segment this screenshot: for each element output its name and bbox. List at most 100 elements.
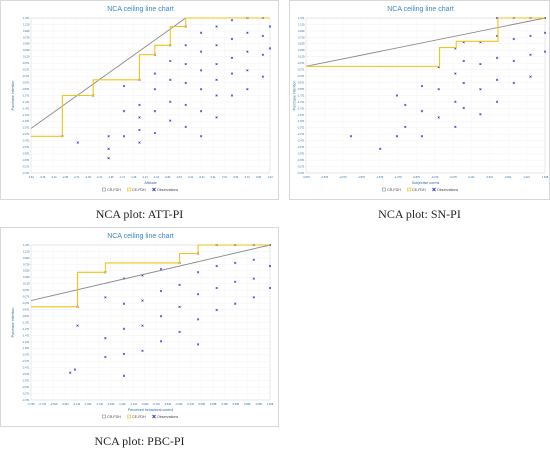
y-tick-label: -2.471 <box>22 366 30 370</box>
observation-point <box>122 302 126 305</box>
x-tick-label: -1.46 <box>130 175 136 179</box>
observation-point <box>184 81 187 85</box>
chart-panel-pbc-pi: NCA ceiling line chart 1.471 1.129 0.929 0.7… <box>0 227 279 427</box>
y-tick-label: 1.471 <box>298 16 305 20</box>
observation-point <box>104 337 107 340</box>
x-tick-label: -0.942 <box>141 402 149 406</box>
x-tick-label: 1.058 <box>255 402 262 406</box>
y-tick-label: -0.471 <box>22 74 30 78</box>
observation-point <box>122 84 126 88</box>
observation-point <box>512 37 515 41</box>
y-tick-label: 0.329 <box>23 48 30 52</box>
observation-point <box>246 50 249 53</box>
x-tick-label: 0.31 <box>222 175 228 179</box>
observation-point <box>495 56 499 60</box>
y-tick-label: -1.871 <box>22 119 30 123</box>
y-tick-label: -2.871 <box>297 152 305 156</box>
y-tick-label: -2.071 <box>297 126 305 130</box>
y-tick-label: -3.471 <box>297 171 305 175</box>
y-tick-label: -2.071 <box>22 126 30 130</box>
x-tick-label: 0.058 <box>198 402 205 406</box>
y-tick-label: -1.271 <box>297 100 305 104</box>
observation-point <box>246 69 249 72</box>
legend-observations-marker <box>152 187 156 192</box>
observation-point <box>261 34 264 38</box>
cr-fdh-line <box>30 17 186 129</box>
x-tick-label: -0.479 <box>431 175 439 179</box>
x-tick-label: -2.546 <box>50 402 58 406</box>
y-tick-label: -2.471 <box>297 139 305 143</box>
observation-point <box>420 84 424 88</box>
observation-point <box>138 116 141 119</box>
observation-point <box>153 131 157 135</box>
x-tick-label: -1.342 <box>118 402 126 406</box>
observation-point <box>196 293 200 296</box>
legend-ce-fdh-label: CE-FDH <box>132 415 146 419</box>
y-tick-label: -1.671 <box>22 340 30 344</box>
y-tick-label: -0.471 <box>22 301 30 305</box>
y-tick-label: -1.871 <box>297 119 305 123</box>
x-tick-label: 1.04 <box>267 175 273 179</box>
observation-point <box>252 277 255 280</box>
y-tick-label: -0.071 <box>297 61 305 65</box>
x-tick-label: -1.879 <box>357 175 365 179</box>
observation-point <box>454 72 457 75</box>
observation-point <box>261 53 264 56</box>
y-tick-label: -0.271 <box>297 68 305 72</box>
y-tick-label: -2.471 <box>22 139 30 143</box>
observation-point <box>252 258 255 261</box>
observation-point <box>529 34 532 38</box>
x-tick-label: -1.542 <box>107 402 115 406</box>
chart-caption-sn-pi: NCA plot: SN-PI <box>378 207 461 221</box>
x-tick-label: 0.658 <box>233 402 240 406</box>
observation-point <box>169 100 172 103</box>
y-tick-label: 0.929 <box>23 256 30 260</box>
y-tick-label: 0.529 <box>23 42 30 46</box>
y-tick-label: 0.529 <box>23 269 30 273</box>
y-tick-label: -2.271 <box>22 132 30 136</box>
ce-fdh-line <box>31 17 270 137</box>
observation-point <box>395 135 399 138</box>
observation-point <box>404 103 407 107</box>
observation-point <box>178 330 181 334</box>
x-tick-label: -3.46 <box>39 175 45 179</box>
observation-point <box>230 72 234 75</box>
x-tick-label: -1.142 <box>130 402 138 406</box>
x-tick-label: 0.458 <box>221 402 228 406</box>
legend-cr-fdh-swatch <box>102 414 106 419</box>
observation-point <box>234 280 237 283</box>
observation-point <box>246 31 249 34</box>
x-tick-label: -0.21 <box>199 175 205 179</box>
y-axis-label: Purchase intention <box>293 81 297 111</box>
observation-point <box>138 141 141 144</box>
y-tick-label: -0.871 <box>22 87 30 91</box>
observation-point <box>230 37 234 41</box>
x-tick-label: -0.879 <box>413 175 421 179</box>
observation-point <box>122 110 126 113</box>
chart-panel-sn-pi: NCA ceiling line chart 1.471 1.129 0.929 0.7… <box>289 0 550 200</box>
x-tick-label: 0.858 <box>244 402 251 406</box>
observation-point <box>122 135 126 138</box>
chart-caption-pbc-pi: NCA plot: PBC-PI <box>94 434 185 448</box>
legend-observations-label: Observations <box>157 188 178 192</box>
y-tick-label: -2.871 <box>22 379 30 383</box>
y-tick-label: -3.071 <box>297 158 305 162</box>
observation-point <box>462 81 465 85</box>
x-tick-label: 0.921 <box>505 175 512 179</box>
observation-point <box>196 343 200 346</box>
legend-ce-fdh-label: CE-FDH <box>132 188 146 192</box>
x-tick-label: -1.96 <box>108 175 114 179</box>
observation-point <box>252 296 255 299</box>
legend-ce-fdh-swatch <box>127 414 131 419</box>
observation-point <box>479 62 482 66</box>
observation-point <box>395 94 399 97</box>
observation-point <box>215 78 218 81</box>
chart-title: NCA ceiling line chart <box>107 6 174 13</box>
observation-point <box>122 327 126 330</box>
y-tick-label: -1.471 <box>22 333 30 337</box>
x-tick-label: -0.61 <box>176 175 182 179</box>
y-tick-label: -1.271 <box>22 327 30 331</box>
observation-point <box>437 88 440 91</box>
y-tick-label: 0.129 <box>23 282 30 286</box>
observation-point <box>153 110 157 113</box>
